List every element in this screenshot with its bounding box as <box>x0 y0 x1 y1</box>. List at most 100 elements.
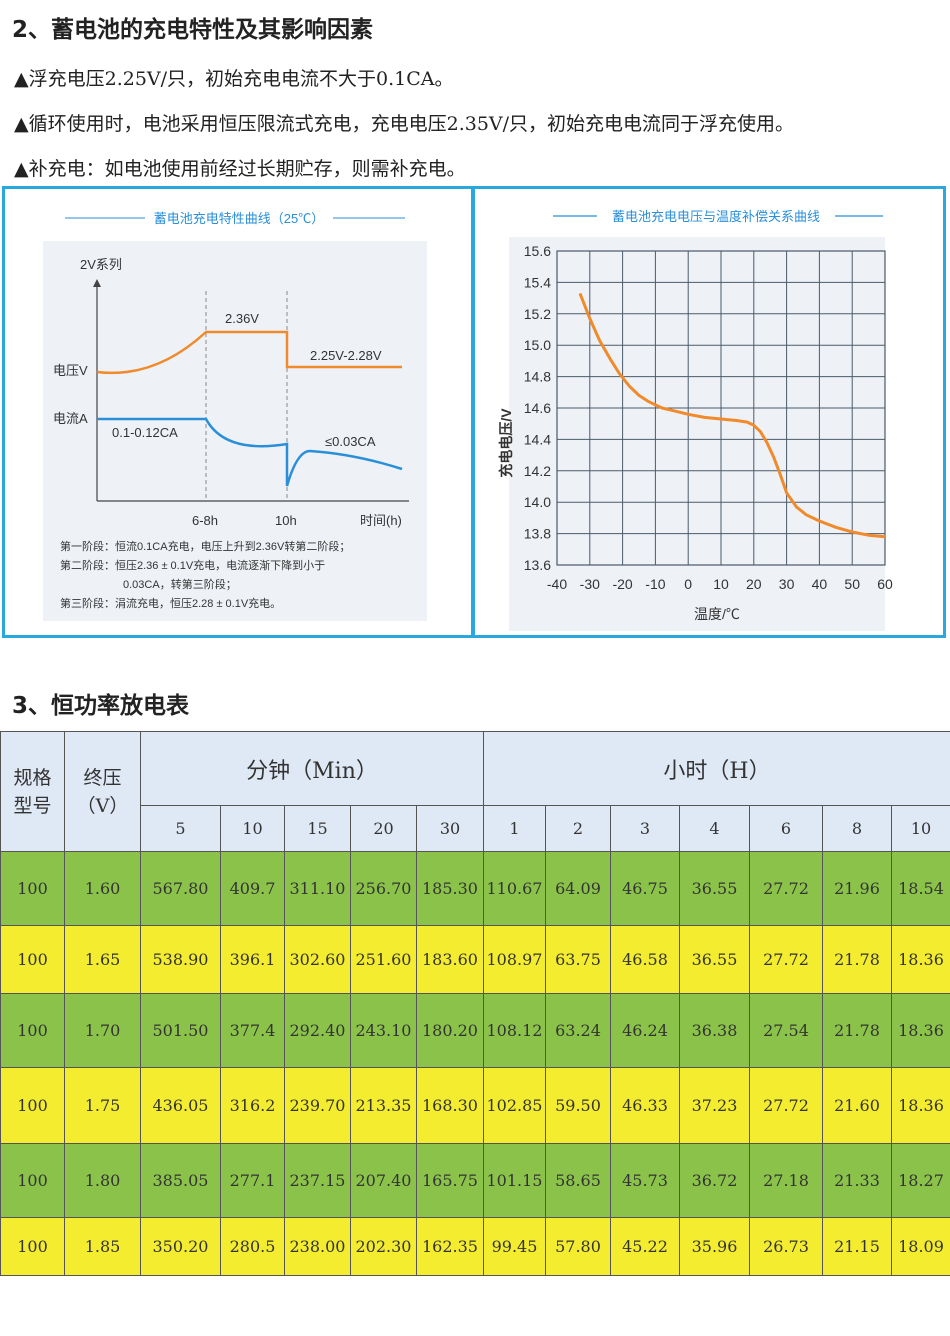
cell-value: 27.54 <box>749 993 823 1068</box>
cell-value: 26.73 <box>749 1217 823 1276</box>
cell-value: 21.33 <box>822 1143 892 1218</box>
x-tick-label: -20 <box>612 576 632 592</box>
voltage-curve <box>96 330 402 375</box>
cell-value: 213.35 <box>350 1067 417 1144</box>
bullet-float-charge: ▲浮充电压2.25V/只，初始充电电流不大于0.1CA。 <box>14 68 454 90</box>
cell-model: 100 <box>0 993 65 1068</box>
cell-model: 100 <box>0 1067 65 1144</box>
label-2-36v: 2.36V <box>225 311 259 326</box>
x-tick-label: 40 <box>812 576 828 592</box>
y-tick-label: 14.8 <box>524 369 551 385</box>
stage-note-2: 第二阶段：恒压2.36 ± 0.1V充电，电流逐渐下降到小于 <box>60 558 325 572</box>
header-end-line1: 终压 <box>83 766 122 789</box>
cell-value: 27.18 <box>749 1143 823 1218</box>
cell-value: 350.20 <box>140 1217 221 1276</box>
cell-value: 302.60 <box>284 925 351 994</box>
cell-value: 18.36 <box>890 925 950 994</box>
header-sub: 2 <box>545 805 611 852</box>
cell-end-voltage: 1.75 <box>64 1067 141 1144</box>
cell-value: 63.75 <box>545 925 611 994</box>
cell-value: 18.36 <box>890 1067 950 1144</box>
y-tick-label: 14.6 <box>524 400 551 416</box>
bullet-supplementary-charge: ▲补充电：如电池使用前经过长期贮存，则需补充电。 <box>14 158 466 180</box>
cell-value: 436.05 <box>140 1067 221 1144</box>
cell-value: 21.78 <box>822 925 892 994</box>
bullet-cycle-charge: ▲循环使用时，电池采用恒压限流式充电，充电电压2.35V/只，初始充电电流同于浮… <box>14 113 795 135</box>
cell-value: 316.2 <box>220 1067 285 1144</box>
y-tick-label: 15.2 <box>524 306 551 322</box>
header-sub: 10 <box>890 805 950 852</box>
cell-value: 168.30 <box>416 1067 484 1144</box>
cell-value: 385.05 <box>140 1143 221 1218</box>
cell-value: 239.70 <box>284 1067 351 1144</box>
left-chart-panel <box>43 241 427 621</box>
y-tick-label: 13.6 <box>524 557 551 573</box>
cell-model: 100 <box>0 1217 65 1276</box>
stage-note-2-cont: 0.03CA，转第三阶段； <box>123 577 237 591</box>
cell-value: 162.35 <box>416 1217 484 1276</box>
x-tick-label: -40 <box>547 576 567 592</box>
cell-value: 57.80 <box>545 1217 611 1276</box>
cell-value: 21.96 <box>822 851 892 926</box>
header-sub: 6 <box>749 805 823 852</box>
cell-value: 64.09 <box>545 851 611 926</box>
charging-characteristic-chart: 蓄电池充电特性曲线（25℃） 2V系列 电压V 电流A 2.36V 2.25V-… <box>43 211 427 621</box>
right-chart-title: 蓄电池充电电压与温度补偿关系曲线 <box>612 209 820 224</box>
cell-value: 183.60 <box>416 925 484 994</box>
cell-value: 18.09 <box>890 1217 950 1276</box>
cell-value: 21.60 <box>822 1067 892 1144</box>
cell-value: 59.50 <box>545 1067 611 1144</box>
y-tick-label: 14.4 <box>524 431 551 447</box>
cell-value: 101.15 <box>483 1143 546 1218</box>
cell-value: 108.97 <box>483 925 546 994</box>
header-group-minutes: 分钟（Min） <box>140 731 484 806</box>
cell-value: 238.00 <box>284 1217 351 1276</box>
cell-value: 207.40 <box>350 1143 417 1218</box>
y-tick-label: 15.0 <box>524 337 551 353</box>
right-y-axis-label: 充电电压/V <box>498 408 514 478</box>
cell-value: 45.22 <box>610 1217 680 1276</box>
x-tick-label: 60 <box>877 576 893 592</box>
temperature-compensation-chart: 蓄电池充电电压与温度补偿关系曲线 13.6 13.8 14.0 14.2 14.4 14.… <box>498 209 893 631</box>
cell-value: 292.40 <box>284 993 351 1068</box>
cell-value: 27.72 <box>749 925 823 994</box>
header-sub: 30 <box>416 805 484 852</box>
table-row: 100 1.60 567.80 409.7 311.10 256.70 185.30 110.… <box>0 851 950 926</box>
y-tick-label: 15.6 <box>524 243 551 259</box>
x-tick-10h: 10h <box>275 513 297 528</box>
x-tick-label: -30 <box>580 576 600 592</box>
cell-value: 46.75 <box>610 851 680 926</box>
table-row: 100 1.65 538.90 396.1 302.60 251.60 183.60 108.… <box>0 925 950 994</box>
section-3-title: 3、恒功率放电表 <box>12 693 190 719</box>
compensation-curve <box>578 292 886 539</box>
right-chart-panel <box>509 237 885 631</box>
stage-note-1: 第一阶段：恒流0.1CA充电，电压上升到2.36V转第二阶段； <box>60 539 350 553</box>
header-sub: 10 <box>220 805 285 852</box>
label-current-range: 0.1-0.12CA <box>112 425 178 440</box>
x-tick-label: -10 <box>645 576 665 592</box>
current-axis-label: 电流A <box>53 411 88 426</box>
header-end-voltage: 终压 （V） <box>64 731 141 852</box>
cell-value: 110.67 <box>483 851 546 926</box>
cell-value: 37.23 <box>679 1067 750 1144</box>
cell-value: 256.70 <box>350 851 417 926</box>
cell-value: 538.90 <box>140 925 221 994</box>
cell-end-voltage: 1.70 <box>64 993 141 1068</box>
cell-value: 21.15 <box>822 1217 892 1276</box>
cell-value: 36.38 <box>679 993 750 1068</box>
discharge-table-body: 100 1.60 567.80 409.7 311.10 256.70 185.30 110.… <box>0 851 950 1276</box>
cell-value: 377.4 <box>220 993 285 1068</box>
charts-divider <box>471 186 475 638</box>
series-label: 2V系列 <box>80 257 122 272</box>
cell-value: 36.55 <box>679 851 750 926</box>
cell-value: 409.7 <box>220 851 285 926</box>
cell-end-voltage: 1.80 <box>64 1143 141 1218</box>
table-row: 100 1.85 350.20 280.5 238.00 202.30 162.35 99.4… <box>0 1217 950 1276</box>
cell-value: 280.5 <box>220 1217 285 1276</box>
cell-value: 27.72 <box>749 851 823 926</box>
cell-value: 18.36 <box>890 993 950 1068</box>
cell-value: 311.10 <box>284 851 351 926</box>
cell-value: 102.85 <box>483 1067 546 1144</box>
header-sub: 4 <box>679 805 750 852</box>
x-tick-6-8h: 6-8h <box>192 513 218 528</box>
